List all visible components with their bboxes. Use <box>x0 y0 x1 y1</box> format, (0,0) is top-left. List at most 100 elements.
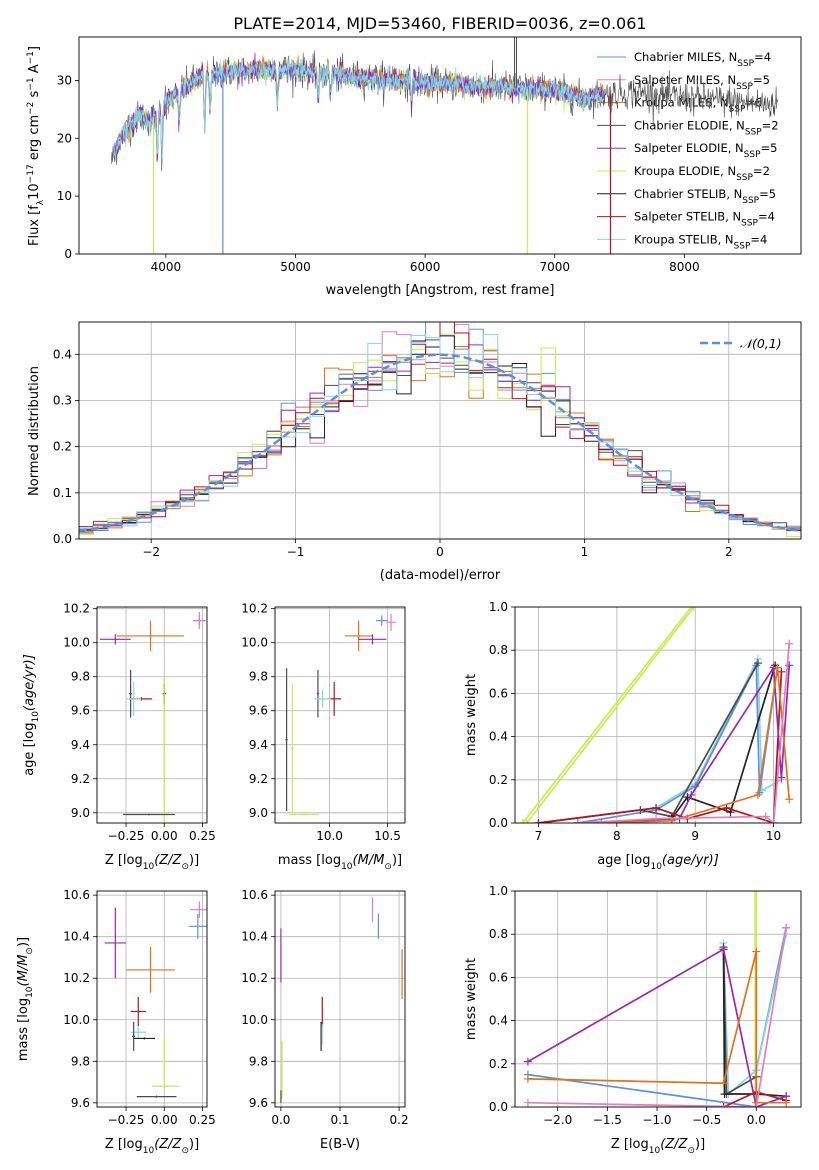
x-axis-label-part: )] <box>392 853 402 868</box>
legend-entry-part: =4 <box>754 50 771 64</box>
tick-label-y: 0.0 <box>489 1100 508 1114</box>
tick-label-y: 9.6 <box>71 704 90 718</box>
plot-area <box>104 901 207 1098</box>
tick-label-y: 9.8 <box>71 1054 90 1068</box>
tick-label-y: 0.1 <box>53 486 72 500</box>
x-axis-label-part: Z [log <box>105 853 143 868</box>
weight-point-marker <box>782 1098 791 1107</box>
weight-point-marker <box>720 1090 729 1099</box>
axes-frame <box>96 890 208 1108</box>
weight-point-marker <box>719 1079 728 1088</box>
age-vs-metallicity-panel: −0.25 0.00 0.25 9.0 9.2 9.4 9.6 9.8 10.0 10.2 Z [l… <box>22 602 216 872</box>
residuals-panel: −2 −1 0 1 2 0.0 0.1 0.2 0.3 0.4 𝒩(0,1) (data-model)… <box>27 321 802 583</box>
tick-label-x: −2.0 <box>543 1113 572 1127</box>
legend-entry-part: SSP <box>744 150 761 160</box>
plot-area <box>111 37 778 254</box>
weight-point-marker <box>597 819 606 823</box>
y-axis-label-part: A <box>27 64 42 77</box>
weight-point-marker <box>777 773 786 782</box>
y-axis-label: mass weight <box>464 958 479 1040</box>
tick-label-x: −2 <box>142 545 160 559</box>
legend-entry-part: =2 <box>762 118 779 132</box>
y-axis-label-part: −1 <box>26 77 36 90</box>
legend-entry-part: =5 <box>759 187 776 201</box>
tick-label-y: 0.8 <box>489 643 508 657</box>
weight-point-marker <box>522 819 531 823</box>
plot-area <box>100 612 206 823</box>
tick-label-y: 10.0 <box>241 636 268 650</box>
x-axis-label: Z [log10(Z/Z⊙)] <box>611 1137 705 1156</box>
x-axis-label-part: ⊙ <box>687 1146 695 1156</box>
x-axis-label-part: 10 <box>143 862 155 872</box>
weight-series-line <box>538 671 783 823</box>
weight-point-marker <box>573 819 582 823</box>
tick-label-x: 1 <box>581 545 589 559</box>
x-axis-label-part: (Z/Z <box>154 1137 182 1152</box>
mass-weight-vs-metallicity-panel: −2.0 −1.5 −1.0 −0.5 0.0 0.0 0.2 0.4 0.6 0.8 1.0 mas… <box>464 884 802 1156</box>
tick-label-x: 0.1 <box>330 1113 349 1127</box>
tick-label-x: −0.5 <box>692 1113 721 1127</box>
x-axis-label-part: 10 <box>649 1146 661 1156</box>
legend-entry: Salpeter ELODIE, NSSP=5 <box>634 141 777 160</box>
spectrum-lines <box>111 37 778 254</box>
x-axis-label: Z [log10(Z/Z⊙)] <box>105 853 199 872</box>
x-axis-label-part: (Z/Z <box>154 853 182 868</box>
tick-label-x: 4000 <box>151 260 182 274</box>
legend-entry-part: Salpeter STELIB, N <box>634 210 741 224</box>
plot-area <box>280 897 403 1103</box>
legend-entry-part: Salpeter ELODIE, N <box>634 141 744 155</box>
y-axis-label-part: λ <box>36 199 46 205</box>
tick-label-x: 0.0 <box>747 1113 766 1127</box>
tick-label-y: 9.2 <box>249 772 268 786</box>
tick-label-x: 0.25 <box>189 1113 216 1127</box>
weight-point-marker <box>753 790 762 799</box>
legend-entry-part: Chabrier STELIB, N <box>634 187 742 201</box>
y-axis-label-part: −17 <box>26 164 36 183</box>
tick-label-x: 10.5 <box>374 829 401 843</box>
legend-entry-part: Kroupa ELODIE, N <box>634 164 736 178</box>
axes-frame <box>78 321 802 540</box>
y-axis-label-part: 10 <box>27 183 42 200</box>
weight-point-marker <box>761 812 770 821</box>
tick-label-y: 1.0 <box>489 600 508 614</box>
tick-label-y: 9.0 <box>249 806 268 820</box>
x-axis-label-part: 10 <box>650 862 662 872</box>
tick-label-y: 10.0 <box>63 1013 90 1027</box>
legend-entry-part: SSP <box>737 59 754 69</box>
weight-point-marker <box>523 1057 532 1066</box>
tick-label-y: 0 <box>64 247 72 261</box>
legend-entry-part: SSP <box>736 173 753 183</box>
weight-point-marker <box>719 1103 728 1107</box>
tick-label-y: 0.6 <box>489 970 508 984</box>
tick-label-y: 30 <box>57 73 72 87</box>
x-axis-label: wavelength [Angstrom, rest frame] <box>326 283 555 298</box>
axes-frame <box>514 890 802 1108</box>
tick-label-y: 10.2 <box>241 971 268 985</box>
x-axis-label-part: Z [log <box>105 1137 143 1152</box>
tick-label-x: 5000 <box>280 260 311 274</box>
weight-series-line <box>527 947 787 1107</box>
axes-frame <box>274 890 406 1108</box>
weight-point-marker <box>777 667 786 676</box>
x-axis-label-part: ⊙ <box>181 862 189 872</box>
y-axis-label-part: Flux [f <box>27 205 42 246</box>
legend-entry-part: Kroupa STELIB, N <box>634 232 734 246</box>
tick-label-y: 10.2 <box>63 971 90 985</box>
tick-label-y: 20 <box>57 131 72 145</box>
x-axis-label-part: )] <box>189 853 199 868</box>
tick-label-y: 9.6 <box>249 1096 268 1110</box>
legend-entry: Chabrier ELODIE, NSSP=2 <box>634 118 779 137</box>
weight-point-marker <box>752 891 761 895</box>
tick-label-y: 9.4 <box>249 738 268 752</box>
tick-label-x: 0.0 <box>271 1113 290 1127</box>
x-axis-label-part: (M/M <box>353 853 385 868</box>
figure-title: PLATE=2014, MJD=53460, FIBERID=0036, z=0… <box>233 14 646 33</box>
tick-label-y: 10.0 <box>241 1013 268 1027</box>
y-axis-label-part: s <box>27 90 42 101</box>
weight-point-marker <box>785 639 794 648</box>
tick-label-x: 9 <box>691 829 699 843</box>
x-axis-label-part: ⊙ <box>181 1146 189 1156</box>
y-axis-label-part: mass [log <box>16 998 31 1061</box>
legend-entry-part: SSP <box>736 82 753 92</box>
